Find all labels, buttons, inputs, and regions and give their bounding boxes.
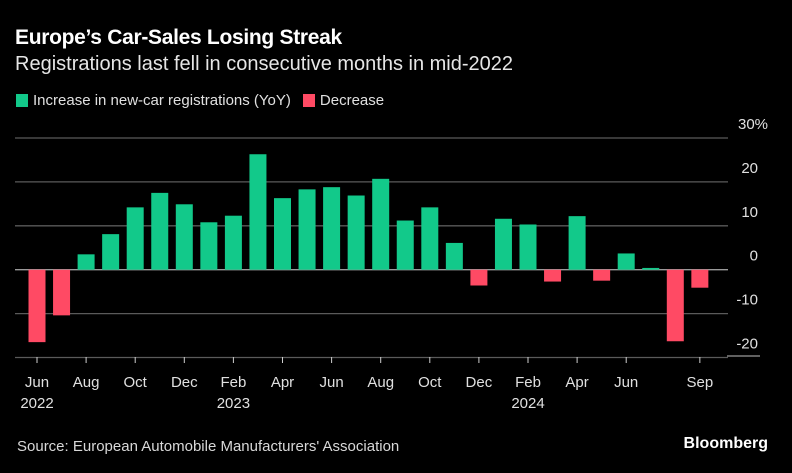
bar-dec-2023 bbox=[470, 269, 488, 286]
x-tick-label: Dec bbox=[171, 374, 198, 391]
chart-title: Europe’s Car-Sales Losing Streak bbox=[15, 26, 342, 49]
bar-sep-2023 bbox=[396, 220, 414, 270]
bar-sep-2024 bbox=[691, 269, 709, 288]
bar-apr-2024 bbox=[568, 216, 586, 270]
bar-jul-2024 bbox=[642, 267, 660, 270]
y-tick-label: 10 bbox=[741, 204, 758, 221]
x-tick-label: Aug bbox=[367, 374, 394, 391]
legend-item-decrease: Decrease bbox=[302, 92, 385, 109]
bar-jul-2022 bbox=[53, 269, 71, 316]
x-tick-label: Apr bbox=[271, 374, 294, 391]
y-tick-label: 0 bbox=[750, 248, 758, 265]
x-tick-label: Jun bbox=[320, 374, 344, 391]
x-tick-label: Jun bbox=[25, 374, 49, 391]
bar-oct-2023 bbox=[421, 207, 439, 270]
legend-label-increase: Increase in new-car registrations (YoY) bbox=[33, 92, 291, 109]
bar-jul-2023 bbox=[347, 195, 365, 270]
bar-jun-2022 bbox=[28, 269, 46, 343]
y-tick-label: 30% bbox=[738, 116, 768, 133]
bar-dec-2022 bbox=[175, 204, 193, 270]
x-tick-label: Oct bbox=[418, 374, 442, 391]
bar-feb-2024 bbox=[519, 224, 537, 270]
bar-aug-2024 bbox=[666, 269, 684, 342]
x-tick-label: Sep bbox=[686, 374, 713, 391]
legend: Increase in new-car registrations (YoY) … bbox=[16, 92, 396, 109]
legend-swatch-decrease bbox=[302, 94, 315, 107]
bar-sep-2022 bbox=[102, 234, 120, 270]
x-tick-label: Apr bbox=[565, 374, 588, 391]
y-tick-label: 20 bbox=[741, 160, 758, 177]
bar-jun-2024 bbox=[617, 253, 635, 270]
x-tick-year-label: 2022 bbox=[20, 395, 53, 412]
bar-jun-2023 bbox=[323, 187, 341, 270]
bar-apr-2023 bbox=[274, 198, 291, 270]
x-tick-label: Oct bbox=[124, 374, 148, 391]
bar-jan-2023 bbox=[200, 222, 218, 270]
x-tick-year-label: 2024 bbox=[511, 395, 544, 412]
bar-mar-2024 bbox=[544, 269, 562, 282]
chart-subtitle: Registrations last fell in consecutive m… bbox=[15, 53, 514, 75]
x-tick-year-label: 2023 bbox=[217, 395, 250, 412]
bar-nov-2022 bbox=[151, 192, 169, 270]
bar-aug-2023 bbox=[372, 178, 390, 270]
bar-may-2023 bbox=[298, 189, 316, 270]
y-tick-label: -10 bbox=[736, 292, 758, 309]
x-tick-label: Dec bbox=[466, 374, 493, 391]
bar-may-2024 bbox=[593, 269, 611, 281]
legend-swatch-increase bbox=[16, 94, 28, 107]
bar-jan-2024 bbox=[494, 218, 512, 270]
bar-oct-2022 bbox=[126, 207, 144, 270]
legend-item-increase: Increase in new-car registrations (YoY) bbox=[16, 92, 291, 109]
y-tick-label: -20 bbox=[736, 336, 758, 353]
x-tick-label: Aug bbox=[73, 374, 100, 391]
x-tick-label: Feb bbox=[220, 374, 246, 391]
bar-mar-2023 bbox=[249, 154, 267, 270]
x-tick-label: Feb bbox=[515, 374, 541, 391]
brand-logo: Bloomberg bbox=[683, 435, 768, 452]
bar-aug-2022 bbox=[77, 254, 95, 270]
legend-label-decrease: Decrease bbox=[319, 92, 385, 109]
source-note: Source: European Automobile Manufacturer… bbox=[17, 438, 400, 455]
bar-nov-2023 bbox=[445, 242, 463, 270]
x-tick-label: Jun bbox=[614, 374, 638, 391]
bar-feb-2023 bbox=[224, 215, 242, 270]
